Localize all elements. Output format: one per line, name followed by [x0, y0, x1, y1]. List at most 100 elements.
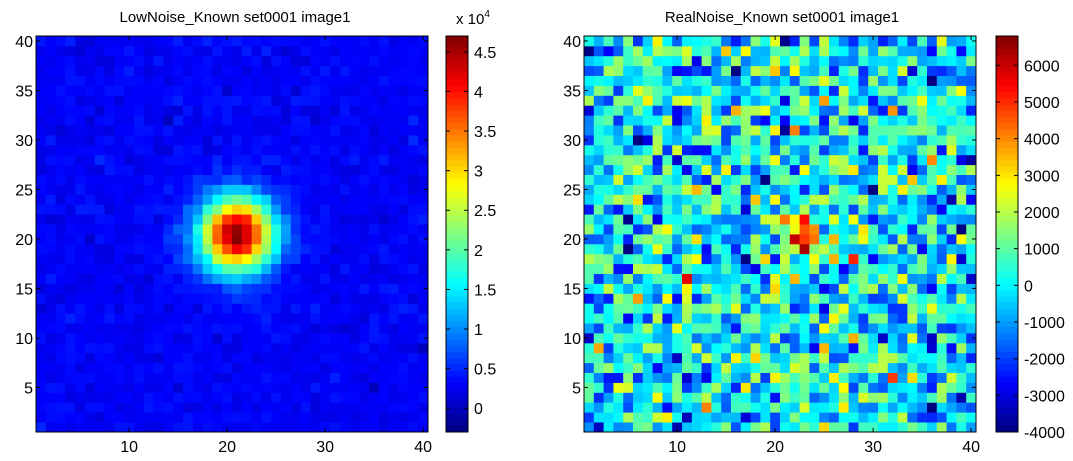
- heatmap-cell: [672, 273, 683, 284]
- heatmap-cell: [163, 75, 174, 86]
- heatmap-cell: [55, 352, 66, 364]
- heatmap-cell: [613, 412, 624, 423]
- heatmap-cell: [300, 115, 311, 126]
- heatmap-cell: [202, 402, 213, 413]
- heatmap-cell: [359, 184, 370, 195]
- heatmap-cell: [740, 214, 751, 225]
- heatmap-cell: [927, 313, 938, 324]
- heatmap-cell: [858, 36, 869, 47]
- heatmap-cell: [153, 412, 164, 423]
- heatmap-cell: [672, 75, 683, 86]
- heatmap-cell: [359, 65, 370, 76]
- heatmap-cell: [281, 342, 292, 354]
- heatmap-cell: [85, 194, 96, 205]
- heatmap-cell: [192, 204, 203, 215]
- heatmap-cell: [290, 283, 301, 294]
- heatmap-cell: [94, 253, 105, 265]
- heatmap-cell: [192, 422, 203, 433]
- heatmap-cell: [271, 382, 282, 393]
- heatmap-cell: [809, 95, 820, 106]
- colorbar-step: [446, 147, 468, 155]
- heatmap-cell: [281, 293, 292, 304]
- heatmap-cell: [75, 382, 86, 393]
- heatmap-cell: [104, 164, 115, 175]
- heatmap-cell: [780, 115, 791, 126]
- heatmap-cell: [36, 243, 47, 255]
- heatmap-cell: [114, 412, 125, 423]
- heatmap-cell: [65, 323, 76, 334]
- heatmap-cell: [65, 184, 76, 195]
- heatmap-cell: [271, 224, 282, 235]
- heatmap-cell: [398, 194, 409, 205]
- heatmap-cell: [369, 382, 380, 393]
- heatmap-cell: [124, 253, 135, 265]
- heatmap-cell: [163, 412, 174, 423]
- heatmap-cell: [222, 253, 233, 265]
- heatmap-cell: [878, 313, 889, 324]
- heatmap-cell: [613, 95, 624, 106]
- heatmap-cell: [261, 243, 272, 255]
- heatmap-cell: [310, 243, 321, 255]
- heatmap-cell: [163, 342, 174, 354]
- heatmap-cell: [927, 174, 938, 185]
- heatmap-cell: [917, 333, 928, 344]
- heatmap-cell: [603, 105, 614, 116]
- heatmap-cell: [320, 115, 331, 126]
- colorbar-step: [446, 413, 468, 421]
- heatmap-cell: [85, 293, 96, 304]
- heatmap-cell: [241, 144, 252, 156]
- heatmap-cell: [584, 95, 595, 106]
- heatmap-cell: [261, 65, 272, 76]
- y-tick-label: 25: [563, 182, 581, 199]
- heatmap-cell: [202, 36, 213, 47]
- heatmap-cell: [388, 95, 399, 106]
- heatmap-cell: [701, 323, 712, 334]
- heatmap-cell: [359, 293, 370, 304]
- heatmap-cell: [897, 283, 908, 294]
- heatmap-cell: [946, 95, 957, 106]
- heatmap-cell: [281, 115, 292, 126]
- heatmap-cell: [721, 402, 732, 413]
- heatmap-cell: [202, 184, 213, 195]
- heatmap-cell: [799, 55, 810, 67]
- heatmap-cell: [917, 283, 928, 294]
- heatmap-cell: [310, 144, 321, 156]
- heatmap-cell: [672, 55, 683, 67]
- heatmap-cell: [271, 214, 282, 225]
- heatmap-cell: [192, 392, 203, 403]
- heatmap-cell: [124, 194, 135, 205]
- heatmap-cell: [887, 342, 898, 354]
- heatmap-cell: [330, 174, 341, 185]
- heatmap-cell: [310, 382, 321, 393]
- heatmap-cell: [682, 333, 693, 344]
- heatmap-cell: [603, 95, 614, 106]
- heatmap-cell: [878, 263, 889, 274]
- heatmap-cell: [418, 392, 429, 403]
- heatmap-cell: [907, 313, 918, 324]
- heatmap-cell: [819, 154, 830, 166]
- heatmap-cell: [251, 234, 262, 245]
- heatmap-cell: [907, 115, 918, 126]
- heatmap-cell: [222, 283, 233, 294]
- heatmap-cell: [633, 372, 644, 383]
- heatmap-cell: [672, 164, 683, 175]
- heatmap-cell: [780, 313, 791, 324]
- heatmap-cell: [711, 115, 722, 126]
- heatmap-cell: [770, 303, 781, 314]
- heatmap-cell: [261, 135, 272, 146]
- heatmap-cell: [946, 204, 957, 215]
- heatmap-cell: [956, 243, 967, 255]
- heatmap-cell: [966, 243, 977, 255]
- heatmap-cell: [232, 164, 243, 175]
- heatmap-cell: [819, 194, 830, 205]
- heatmap-cell: [310, 194, 321, 205]
- heatmap-cell: [330, 85, 341, 96]
- heatmap-cell: [603, 65, 614, 76]
- heatmap-cell: [94, 55, 105, 67]
- heatmap-cell: [760, 303, 771, 314]
- heatmap-cell: [183, 293, 194, 304]
- heatmap-cell: [878, 204, 889, 215]
- heatmap-cell: [241, 85, 252, 96]
- heatmap-cell: [183, 36, 194, 47]
- heatmap-cell: [241, 362, 252, 373]
